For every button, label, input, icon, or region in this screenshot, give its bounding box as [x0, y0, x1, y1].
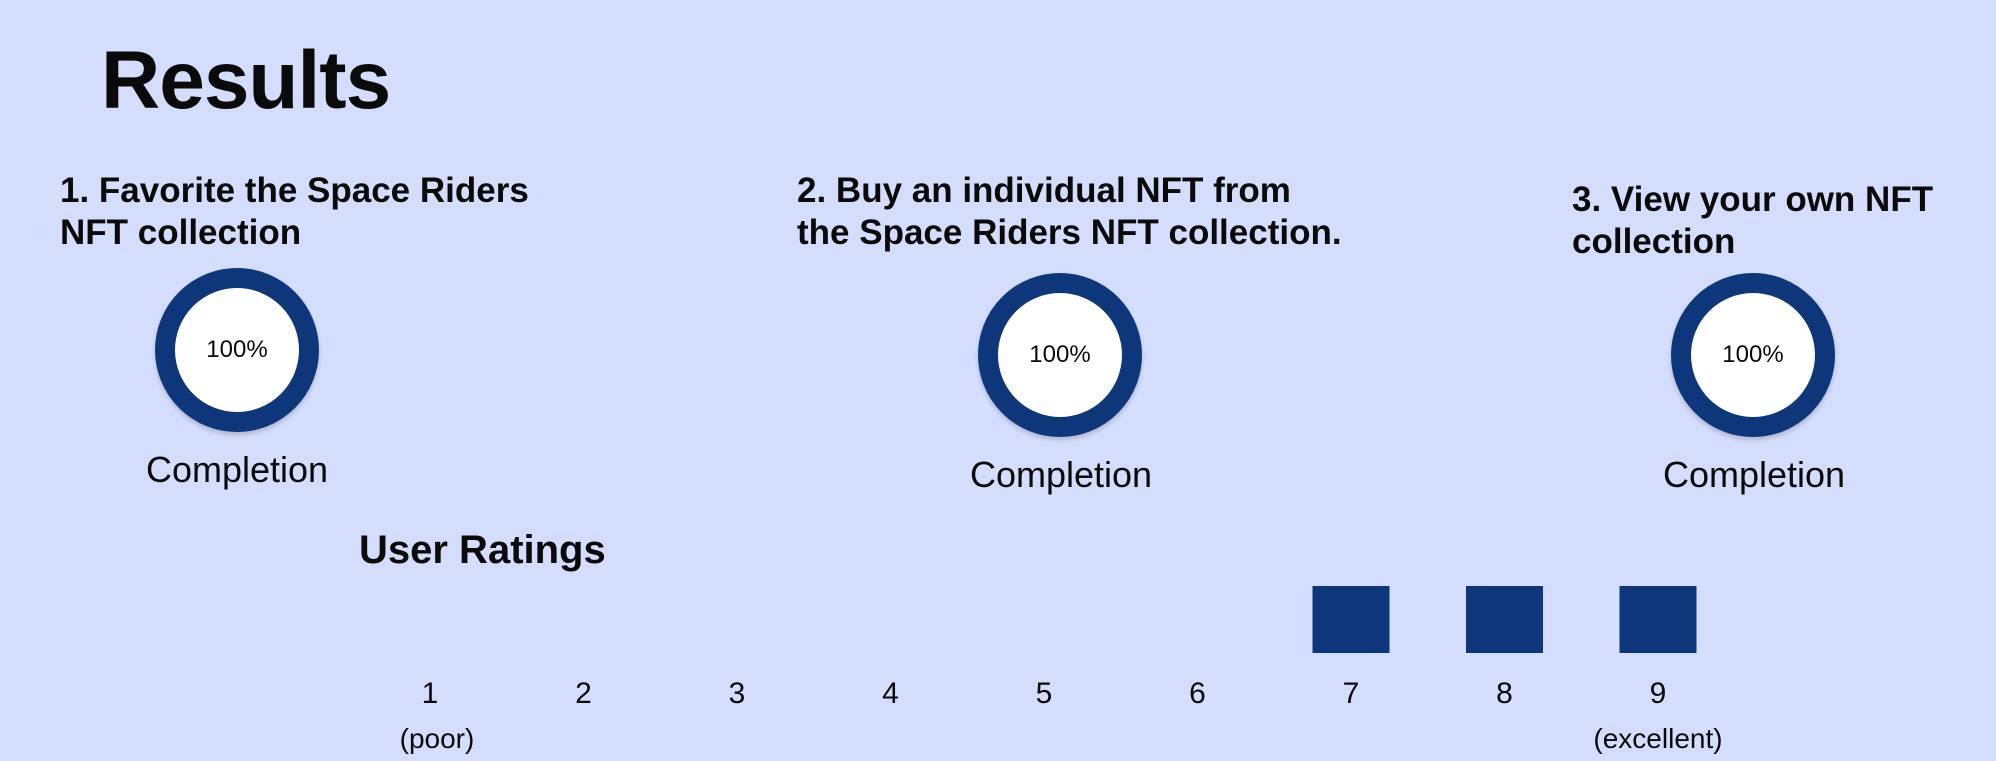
rating-tick-label-5: 5 — [1036, 677, 1053, 710]
rating-bar-8 — [1466, 586, 1543, 653]
task-1-title-line-2: NFT collection — [60, 213, 302, 252]
task-3-title-line-2: collection — [1572, 222, 1736, 261]
rating-tick-label-8: 8 — [1496, 677, 1513, 710]
rating-tick-label-6: 6 — [1189, 677, 1206, 710]
task-2-completion-value: 100% — [1029, 341, 1091, 368]
rating-bar-9 — [1619, 586, 1697, 653]
task-2-title-line-2: the Space Riders NFT collection. — [797, 213, 1342, 252]
task-1-title: 1. Favorite the Space Riders NFT collect… — [60, 170, 529, 254]
task-3-title: 3. View your own NFT collection — [1572, 179, 1933, 263]
rating-tick-label-9: 9 — [1650, 677, 1667, 710]
rating-tick-label-1: 1 — [422, 677, 439, 710]
rating-tick-label-4: 4 — [882, 677, 899, 710]
task-2-title: 2. Buy an individual NFT from the Space … — [797, 170, 1342, 254]
task-1-completion-value: 100% — [206, 336, 268, 363]
task-3-title-line-1: 3. View your own NFT — [1572, 180, 1934, 219]
page-title: Results — [101, 35, 391, 126]
rating-bar-7 — [1312, 586, 1390, 653]
task-3-completion-caption: Completion — [1662, 454, 1846, 495]
user-ratings-title: User Ratings — [359, 528, 606, 572]
task-2-completion-caption: Completion — [969, 454, 1153, 495]
rating-tick-label-2: 2 — [575, 677, 592, 710]
rating-tick-label-7: 7 — [1343, 677, 1360, 710]
task-2-title-line-1: 2. Buy an individual NFT from — [797, 171, 1291, 210]
task-3-completion-value: 100% — [1722, 341, 1784, 368]
task-1-title-line-1: 1. Favorite the Space Riders — [60, 171, 529, 210]
task-2-completion-ring: 100% — [978, 273, 1142, 437]
task-1-completion-caption: Completion — [145, 449, 329, 490]
rating-scale-high-label: (excellent) — [1593, 723, 1722, 754]
rating-scale-low-label: (poor) — [400, 723, 475, 754]
rating-tick-label-3: 3 — [729, 677, 746, 710]
